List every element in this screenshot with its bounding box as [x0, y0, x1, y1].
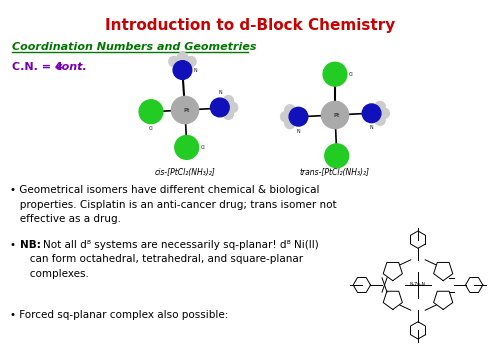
- Circle shape: [325, 144, 348, 168]
- Circle shape: [375, 115, 385, 125]
- Circle shape: [210, 98, 229, 117]
- Circle shape: [173, 61, 192, 79]
- Text: Introduction to d-Block Chemistry: Introduction to d-Block Chemistry: [105, 18, 395, 33]
- Text: properties. Cisplatin is an anti-cancer drug; trans isomer not: properties. Cisplatin is an anti-cancer …: [10, 199, 336, 209]
- Text: Pt: Pt: [184, 108, 190, 113]
- Text: Cl: Cl: [201, 145, 206, 150]
- Text: effective as a drug.: effective as a drug.: [10, 214, 121, 224]
- Text: • Forced sq-planar complex also possible:: • Forced sq-planar complex also possible…: [10, 310, 228, 320]
- Text: N: N: [370, 125, 374, 130]
- Text: N: N: [296, 128, 300, 133]
- Text: can form octahedral, tetrahedral, and square-planar: can form octahedral, tetrahedral, and sq…: [20, 255, 303, 264]
- Circle shape: [280, 112, 291, 122]
- Text: trans-[PtCl₂(NH₃)₂]: trans-[PtCl₂(NH₃)₂]: [300, 168, 370, 177]
- Circle shape: [139, 100, 163, 124]
- Circle shape: [375, 101, 385, 112]
- Text: •: •: [10, 240, 19, 250]
- Circle shape: [379, 108, 390, 118]
- Text: cont.: cont.: [56, 62, 88, 72]
- Text: N: N: [218, 90, 222, 95]
- Circle shape: [175, 136, 199, 159]
- Text: Cl: Cl: [348, 72, 353, 77]
- Circle shape: [322, 101, 348, 128]
- Text: N-Zn-N: N-Zn-N: [410, 282, 426, 287]
- Text: Cl: Cl: [148, 126, 154, 131]
- Text: Coordination Numbers and Geometries: Coordination Numbers and Geometries: [12, 42, 256, 52]
- Text: • Geometrical isomers have different chemical & biological: • Geometrical isomers have different che…: [10, 185, 320, 195]
- Text: N: N: [194, 67, 197, 73]
- Text: Not all d⁸ systems are necessarily sq-planar! d⁸ Ni(II): Not all d⁸ systems are necessarily sq-pl…: [43, 240, 319, 250]
- Circle shape: [169, 56, 179, 67]
- Circle shape: [223, 96, 234, 106]
- Text: complexes.: complexes.: [20, 269, 89, 279]
- Text: C.N. = 4: C.N. = 4: [12, 62, 66, 72]
- Circle shape: [228, 102, 237, 113]
- Text: :: :: [78, 62, 82, 72]
- Circle shape: [323, 62, 347, 86]
- Text: cis-[PtCl₂(NH₃)₂]: cis-[PtCl₂(NH₃)₂]: [154, 168, 216, 177]
- Text: NB:: NB:: [20, 240, 41, 250]
- Circle shape: [223, 109, 234, 119]
- Circle shape: [285, 105, 295, 115]
- Circle shape: [178, 52, 188, 62]
- Circle shape: [186, 56, 196, 67]
- Circle shape: [285, 118, 295, 128]
- Circle shape: [172, 96, 198, 124]
- Text: Pt: Pt: [334, 113, 340, 118]
- Circle shape: [289, 107, 308, 126]
- Circle shape: [362, 104, 381, 122]
